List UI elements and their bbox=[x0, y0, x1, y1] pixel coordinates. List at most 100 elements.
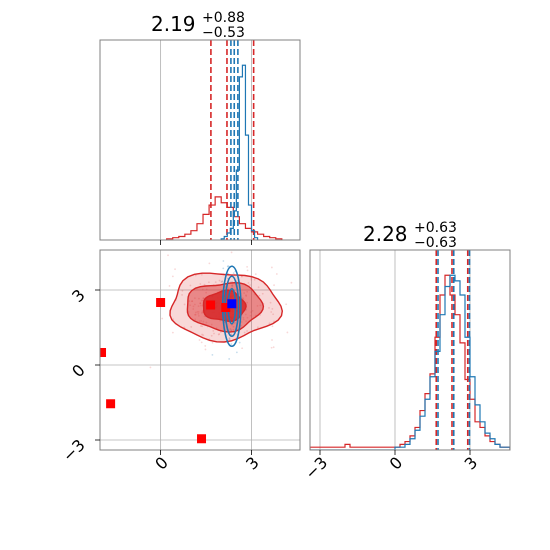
sample-point bbox=[218, 279, 221, 282]
sample-point bbox=[189, 284, 192, 287]
sample-point bbox=[194, 297, 196, 300]
sample-point bbox=[240, 275, 243, 278]
sample-point bbox=[273, 284, 275, 287]
sample-point bbox=[219, 331, 222, 333]
sample-point bbox=[171, 275, 174, 278]
sample-point bbox=[202, 320, 205, 323]
y-tick-label: 0 bbox=[68, 360, 89, 381]
sample-point bbox=[171, 331, 174, 334]
sample-point bbox=[181, 289, 184, 292]
joint-contours bbox=[100, 247, 293, 444]
marginal-y-histograms bbox=[310, 250, 510, 450]
sample-point bbox=[194, 313, 197, 316]
sample-point bbox=[202, 297, 205, 300]
sample-point bbox=[227, 265, 230, 268]
sample-point bbox=[242, 318, 245, 321]
sample-point bbox=[285, 303, 288, 306]
sample-point bbox=[174, 268, 176, 271]
sample-point bbox=[232, 328, 235, 331]
red-square-marker bbox=[197, 434, 207, 444]
sample-point bbox=[189, 304, 192, 307]
sample-point bbox=[246, 330, 248, 332]
sample-point bbox=[271, 325, 274, 328]
marginal-y-title-value: 2.28 bbox=[363, 222, 408, 246]
sample-point bbox=[229, 328, 232, 330]
sample-point bbox=[207, 281, 210, 284]
sample-point bbox=[268, 306, 270, 309]
sample-point bbox=[210, 334, 213, 337]
sample-point bbox=[250, 277, 253, 279]
histogram-step-0 bbox=[310, 274, 510, 450]
sample-point bbox=[191, 300, 194, 302]
sample-point bbox=[246, 316, 249, 319]
sample-point bbox=[191, 300, 193, 303]
sample-point bbox=[250, 311, 252, 314]
sample-point bbox=[204, 348, 207, 351]
sample-point bbox=[240, 321, 243, 323]
sample-point bbox=[230, 343, 233, 345]
sample-point bbox=[256, 305, 259, 307]
marginal-y-panel: −3 0 3 2.28 +0.63 −0.63 bbox=[301, 220, 511, 483]
sample-point bbox=[270, 266, 273, 269]
sample-point bbox=[222, 267, 225, 270]
sample-point bbox=[270, 346, 273, 349]
sample-point bbox=[199, 325, 202, 327]
marginal-y-title-minus: −0.63 bbox=[414, 235, 457, 251]
sample-point bbox=[250, 278, 253, 281]
sample-point bbox=[246, 265, 249, 268]
sample-point bbox=[201, 310, 204, 312]
sample-point bbox=[183, 303, 186, 306]
sample-point bbox=[243, 292, 246, 294]
sample-point bbox=[261, 292, 264, 295]
sample-point bbox=[211, 353, 214, 356]
sample-point bbox=[201, 333, 203, 336]
sample-point bbox=[256, 326, 259, 329]
sample-point bbox=[241, 347, 244, 350]
sample-point bbox=[238, 341, 241, 344]
sample-point bbox=[205, 321, 208, 324]
sample-point bbox=[249, 284, 251, 286]
sample-point bbox=[167, 254, 169, 257]
sample-point bbox=[181, 294, 183, 296]
sample-point bbox=[257, 286, 260, 289]
sample-point bbox=[228, 337, 231, 340]
sample-point bbox=[168, 285, 171, 287]
sample-point bbox=[230, 329, 233, 332]
sample-point bbox=[161, 317, 164, 320]
x-tick-label: −3 bbox=[301, 453, 331, 483]
sample-point bbox=[199, 283, 202, 285]
sample-point bbox=[200, 311, 203, 314]
sample-point bbox=[231, 285, 234, 287]
sample-point bbox=[254, 273, 257, 276]
sample-point bbox=[247, 282, 250, 284]
sample-point bbox=[198, 339, 201, 341]
sample-point bbox=[245, 294, 247, 297]
joint-panel: 0 3 −3 0 3 bbox=[59, 247, 301, 474]
sample-point bbox=[200, 319, 203, 322]
sample-point bbox=[253, 278, 256, 281]
sample-point bbox=[209, 247, 211, 249]
sample-point bbox=[197, 315, 200, 317]
sample-point bbox=[210, 323, 213, 326]
sample-point bbox=[230, 251, 233, 254]
sample-point bbox=[245, 295, 248, 297]
histogram-step-1 bbox=[310, 274, 510, 450]
marginal-x-title-plus: +0.88 bbox=[202, 10, 245, 26]
sample-point bbox=[149, 366, 152, 369]
x-tick-label: 3 bbox=[242, 453, 263, 474]
marginal-x-ticks bbox=[160, 240, 252, 245]
sample-point bbox=[200, 304, 202, 307]
sample-point bbox=[227, 287, 230, 290]
sample-point bbox=[188, 300, 191, 303]
sample-point bbox=[211, 341, 214, 344]
sample-point bbox=[197, 311, 200, 313]
sample-point bbox=[221, 280, 224, 283]
sample-point bbox=[233, 322, 236, 324]
sample-point bbox=[258, 294, 261, 297]
sample-point bbox=[243, 331, 246, 334]
sample-point bbox=[200, 299, 203, 302]
sample-point bbox=[245, 320, 247, 323]
sample-point bbox=[241, 297, 244, 300]
sample-point bbox=[203, 315, 206, 318]
sample-point bbox=[197, 305, 200, 308]
